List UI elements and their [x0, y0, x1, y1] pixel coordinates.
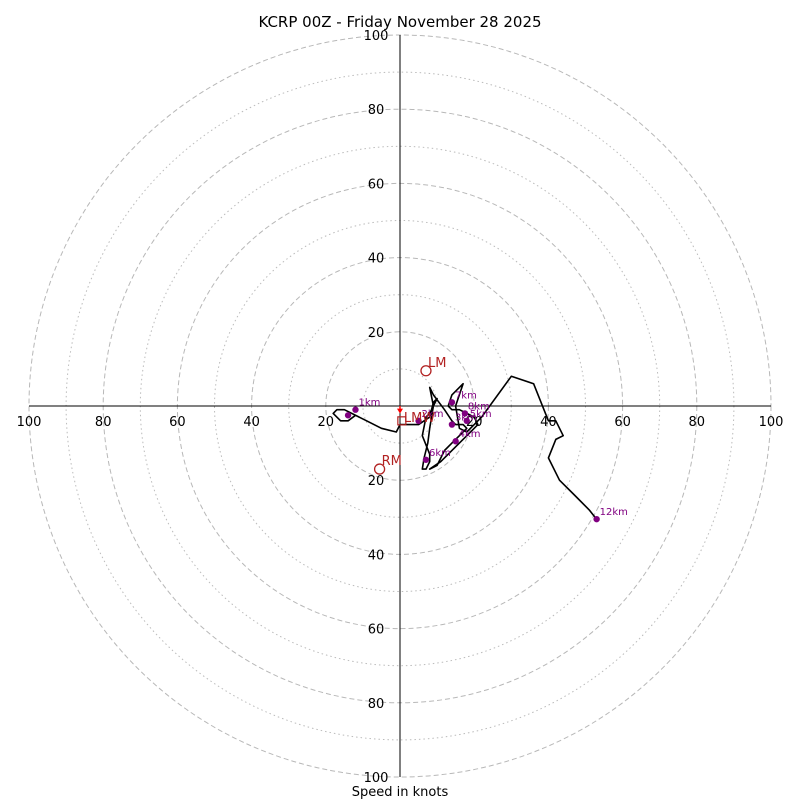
- height-marker-label: 5km: [470, 409, 492, 420]
- height-marker-dot: [352, 406, 359, 413]
- storm-motion-markers: LM RM LMW: [373, 356, 446, 475]
- height-marker-dot: [463, 417, 470, 425]
- height-marker-dot: [461, 410, 469, 417]
- y-tick-label: 40: [368, 252, 385, 267]
- y-tick-label: 60: [368, 623, 385, 638]
- y-tick-label: 20: [368, 326, 385, 341]
- y-tick-label: 60: [368, 177, 385, 192]
- storm-motion-marker: [373, 463, 386, 475]
- storm-motion-label: LM: [428, 356, 446, 371]
- hodograph-trace-group: [332, 375, 598, 520]
- height-marker-dot: [452, 438, 459, 445]
- storm-motion-label: LMW: [404, 411, 435, 426]
- x-tick-label: 60: [614, 415, 631, 430]
- x-tick-label: 100: [759, 415, 784, 430]
- x-tick-label: 60: [169, 415, 186, 430]
- x-tick-label: 20: [466, 415, 483, 430]
- x-tick-label: 80: [95, 415, 112, 430]
- height-marker-label: 7km: [455, 390, 477, 401]
- x-tick-label: 20: [318, 415, 335, 430]
- hodograph-trace: [332, 375, 598, 520]
- y-tick-label: 40: [368, 548, 385, 563]
- height-marker-dot: [422, 456, 430, 463]
- height-marker-label: 2km: [422, 409, 444, 420]
- x-tick-label: 100: [17, 415, 42, 430]
- height-marker-dot: [593, 515, 600, 523]
- height-marker-dot: [344, 412, 352, 419]
- storm-motion-marker: [420, 365, 432, 377]
- height-marker-label: 8km: [468, 401, 490, 412]
- y-tick-label: 100: [364, 771, 389, 786]
- height-marker-dot: [448, 399, 456, 406]
- tick-labels: 20 20 20 20 40 40 40 40 60 60 60 60 80 80 80 80 100 100 10…: [17, 29, 784, 786]
- x-tick-label: 40: [540, 415, 557, 430]
- x-tick-label: 40: [243, 415, 260, 430]
- height-markers: 1km2km3km4km5km6km7km8km12km: [344, 390, 628, 523]
- x-tick-label: 80: [689, 415, 706, 430]
- y-tick-label: 80: [368, 697, 385, 712]
- y-tick-label: 80: [368, 103, 385, 118]
- height-marker-label: 4km: [459, 429, 481, 440]
- height-marker-label: 6km: [429, 448, 451, 459]
- x-axis-label: Speed in knots: [352, 785, 449, 800]
- height-marker-dot: [448, 421, 456, 428]
- mean-wind-arrowhead: [397, 408, 403, 414]
- storm-motion-label: RM: [382, 454, 402, 469]
- chart-title: KCRP 00Z - Friday November 28 2025: [258, 13, 541, 31]
- height-marker-label: 1km: [358, 398, 380, 409]
- height-marker-label: 12km: [600, 507, 628, 518]
- y-tick-label: 100: [364, 29, 389, 44]
- storm-motion-marker: [397, 416, 407, 426]
- y-tick-label: 20: [368, 474, 385, 489]
- height-marker-dot: [415, 417, 422, 425]
